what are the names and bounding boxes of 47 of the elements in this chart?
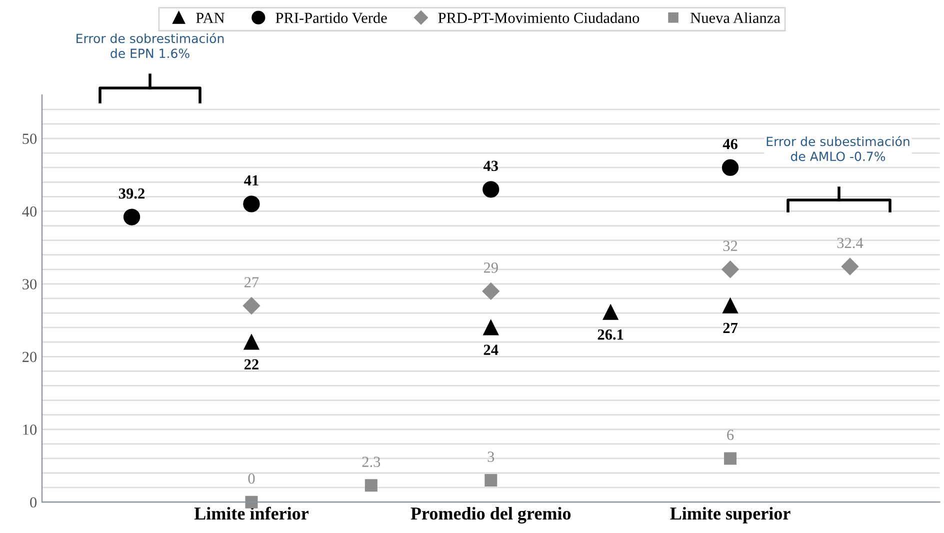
data-label: 32 — [723, 240, 738, 252]
data-label: 6 — [727, 430, 734, 440]
point — [841, 258, 859, 276]
point — [724, 452, 737, 465]
x-tick-label: Promedio del gremio — [410, 506, 571, 524]
point — [482, 282, 500, 300]
data-label: 22 — [244, 359, 258, 370]
point — [484, 474, 498, 487]
point — [243, 196, 260, 212]
annotation: Error de subestimación de AMLO -0.7% — [766, 136, 910, 162]
x-tick-label: Limite inferior — [194, 506, 308, 520]
point — [242, 297, 260, 314]
point — [244, 334, 260, 350]
y-tick-label: 30 — [22, 279, 37, 290]
point — [483, 320, 499, 336]
data-label: 27 — [244, 277, 259, 288]
x-tick-label: Limite superior — [670, 506, 790, 524]
data-label: 2.3 — [362, 456, 380, 468]
data-label: 32.4 — [837, 238, 864, 248]
point — [602, 304, 618, 320]
data-label: 41 — [244, 175, 258, 186]
point — [482, 181, 500, 198]
data-label: 26.1 — [598, 329, 624, 340]
data-label: 27 — [723, 322, 738, 334]
data-label: 0 — [248, 473, 255, 484]
point — [123, 208, 140, 226]
text: Error de sobrestimación de EPN 1.6% — [76, 32, 224, 58]
y-tick-label: 0 — [30, 497, 37, 508]
point — [364, 479, 378, 492]
legend-label: PAN — [196, 12, 224, 23]
point — [722, 159, 739, 176]
data-label: 46 — [722, 138, 738, 150]
legend-label: PRI-Partido Verde — [276, 12, 387, 24]
y-tick-label: 10 — [23, 424, 37, 435]
y-tick-label: 50 — [22, 134, 37, 144]
point — [722, 298, 738, 314]
legend-label: Nueva Alianza — [690, 12, 780, 24]
y-tick-label: 20 — [22, 352, 37, 362]
data-label: 39.2 — [118, 188, 144, 199]
data-label: 29 — [484, 262, 498, 273]
legend-label: PRD-PT-Movimiento Ciudadano — [438, 12, 640, 24]
point — [722, 260, 739, 278]
point — [245, 496, 258, 508]
data-label: 43 — [483, 160, 498, 172]
y-tick-label: 40 — [22, 206, 37, 217]
data-label: 3 — [488, 452, 494, 462]
data-label: 24 — [484, 344, 498, 355]
